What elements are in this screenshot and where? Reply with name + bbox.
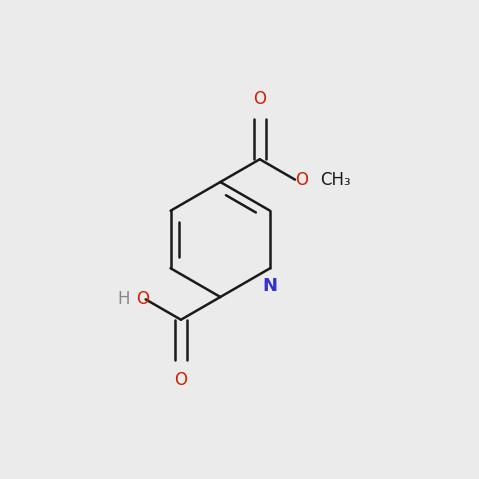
Text: O: O [253,90,266,108]
Text: O: O [295,171,308,189]
Text: O: O [174,371,187,389]
Text: N: N [262,277,278,295]
Text: CH₃: CH₃ [320,171,351,189]
Text: O: O [137,290,149,308]
Text: H: H [118,290,130,308]
